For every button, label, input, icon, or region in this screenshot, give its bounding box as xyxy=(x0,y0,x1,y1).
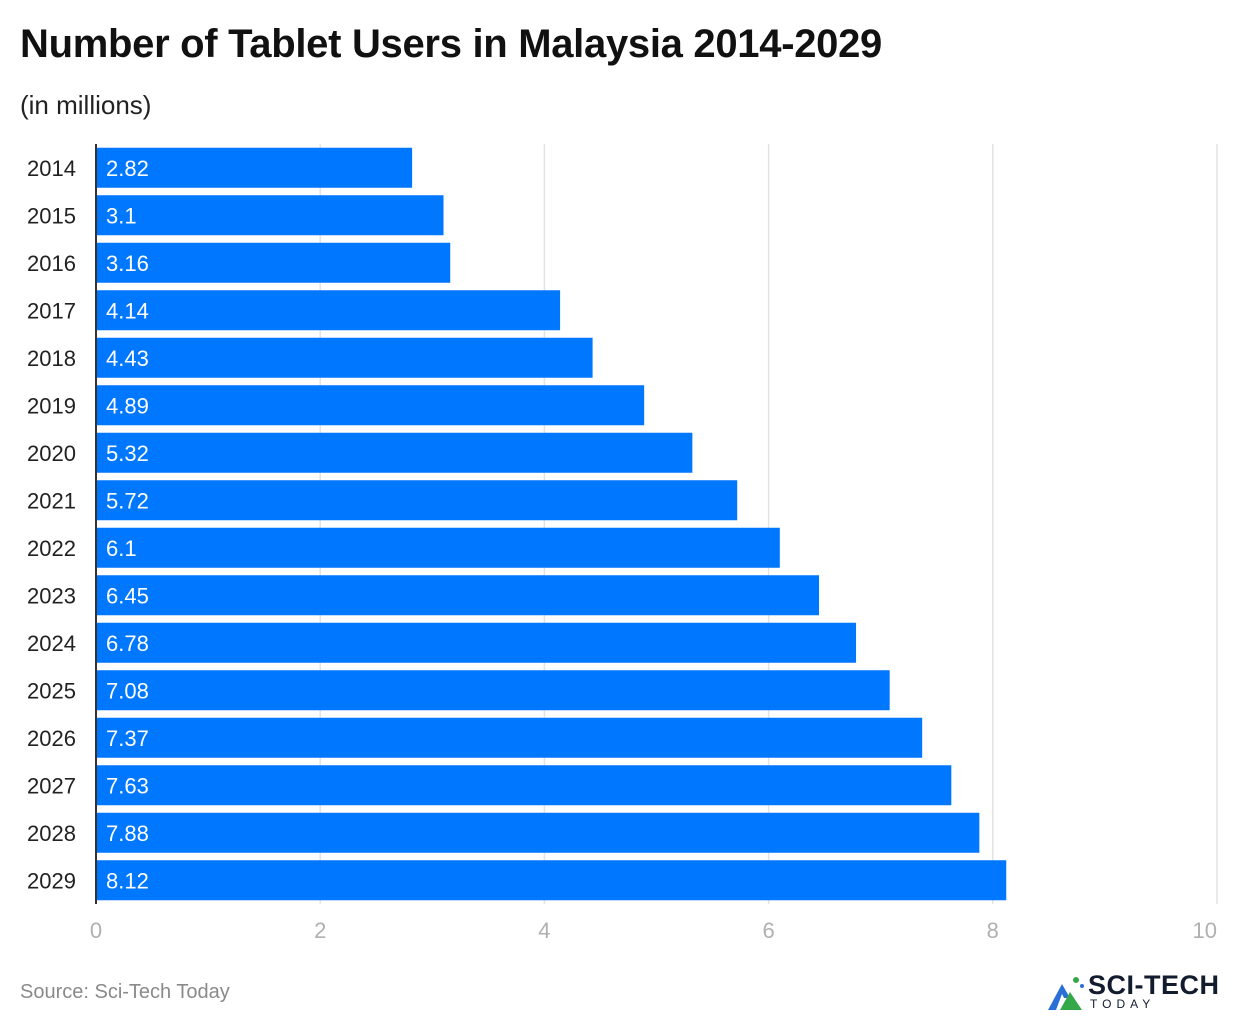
value-label-2027: 7.63 xyxy=(106,773,149,798)
value-label-2014: 2.82 xyxy=(106,156,149,181)
category-label-2026: 2026 xyxy=(27,726,76,751)
bar-2018 xyxy=(96,337,593,378)
category-label-2021: 2021 xyxy=(27,488,76,513)
x-tick-label-4: 4 xyxy=(538,918,550,943)
value-label-2019: 4.89 xyxy=(106,393,149,418)
bar-2027 xyxy=(96,765,952,806)
category-label-2016: 2016 xyxy=(27,251,76,276)
category-label-2014: 2014 xyxy=(27,156,76,181)
category-label-2027: 2027 xyxy=(27,773,76,798)
x-tick-label-0: 0 xyxy=(90,918,102,943)
value-label-2023: 6.45 xyxy=(106,583,149,608)
bar-2024 xyxy=(96,622,857,663)
category-label-2029: 2029 xyxy=(27,868,76,893)
bar-chart: 2.82 2014 3.1 2015 3.16 2016 4.14 2017 4.43 2018 4… xyxy=(27,144,1218,943)
x-tick-label-10: 10 xyxy=(1193,918,1217,943)
category-label-2023: 2023 xyxy=(27,583,76,608)
bar-2025 xyxy=(96,670,890,711)
logo-mountain-icon xyxy=(1048,977,1084,1010)
value-label-2015: 3.1 xyxy=(106,203,137,228)
bar-2014 xyxy=(96,147,413,188)
x-tick-label-2: 2 xyxy=(314,918,326,943)
value-label-2026: 7.37 xyxy=(106,726,149,751)
x-tick-label-8: 8 xyxy=(987,918,999,943)
value-label-2018: 4.43 xyxy=(106,346,149,371)
value-label-2028: 7.88 xyxy=(106,821,149,846)
category-label-2028: 2028 xyxy=(27,821,76,846)
bar-2017 xyxy=(96,290,561,331)
x-tick-label-6: 6 xyxy=(762,918,774,943)
bar-2029 xyxy=(96,860,1007,901)
bar-2020 xyxy=(96,432,693,473)
category-label-2018: 2018 xyxy=(27,346,76,371)
source-note: Source: Sci-Tech Today xyxy=(20,981,230,1003)
bar-2019 xyxy=(96,385,645,426)
bar-2026 xyxy=(96,717,923,758)
bar-2021 xyxy=(96,480,738,521)
bar-2028 xyxy=(96,812,980,853)
category-label-2020: 2020 xyxy=(27,441,76,466)
chart-subtitle: (in millions) xyxy=(20,90,152,120)
category-label-2015: 2015 xyxy=(27,203,76,228)
bar-2016 xyxy=(96,242,451,283)
sci-tech-logo: SCI-TECH TODAY xyxy=(1046,970,1226,1014)
value-label-2022: 6.1 xyxy=(106,536,137,561)
logo-text: SCI-TECH xyxy=(1088,970,1220,1000)
category-label-2017: 2017 xyxy=(27,298,76,323)
bar-2023 xyxy=(96,575,820,616)
bar-2022 xyxy=(96,527,780,568)
category-label-2025: 2025 xyxy=(27,678,76,703)
value-label-2024: 6.78 xyxy=(106,631,149,656)
value-label-2017: 4.14 xyxy=(106,298,149,323)
chart-title: Number of Tablet Users in Malaysia 2014-… xyxy=(20,22,882,66)
category-label-2024: 2024 xyxy=(27,631,76,656)
logo-subtext: TODAY xyxy=(1090,997,1156,1011)
value-label-2020: 5.32 xyxy=(106,441,149,466)
category-label-2019: 2019 xyxy=(27,393,76,418)
value-label-2029: 8.12 xyxy=(106,868,149,893)
bar-2015 xyxy=(96,195,444,236)
value-label-2025: 7.08 xyxy=(106,678,149,703)
category-label-2022: 2022 xyxy=(27,536,76,561)
value-label-2016: 3.16 xyxy=(106,251,149,276)
value-label-2021: 5.72 xyxy=(106,488,149,513)
